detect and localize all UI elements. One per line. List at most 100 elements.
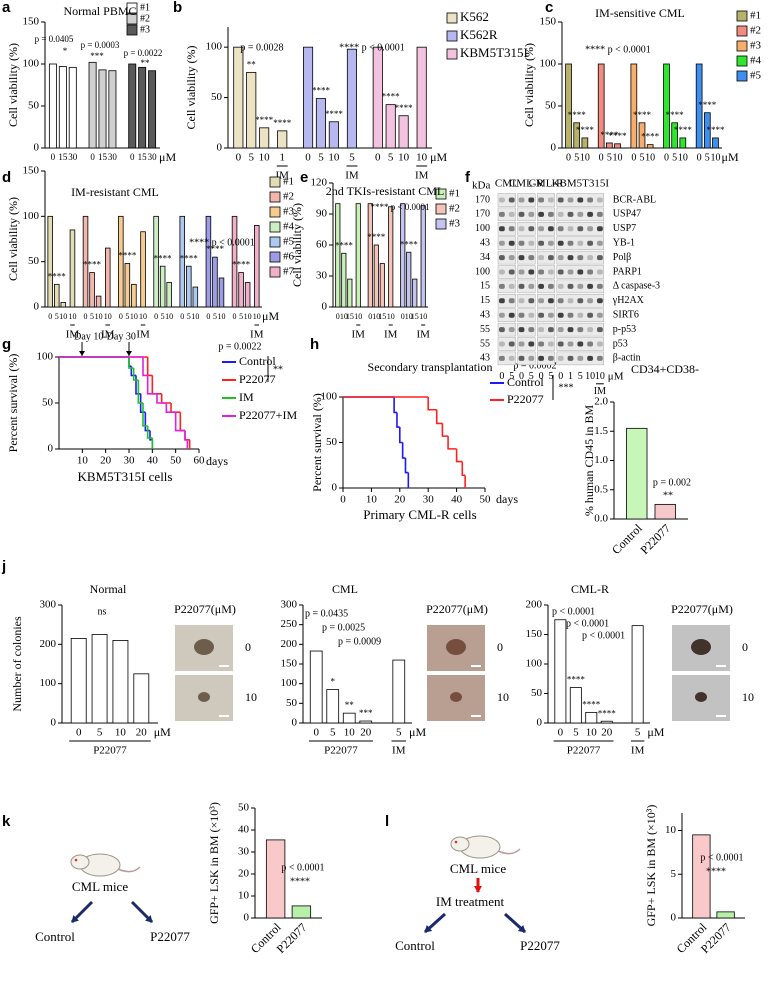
blot-band	[518, 255, 525, 261]
x-tick-label: 5	[635, 727, 641, 739]
blot-band	[587, 255, 593, 261]
blot-header: CML-R	[529, 178, 565, 190]
bar	[179, 215, 186, 308]
group-label: IM	[136, 329, 150, 341]
blot-band	[499, 255, 505, 261]
blot-panel	[497, 222, 516, 236]
x-tick-label: 10	[398, 152, 410, 164]
x-tick-label: 20	[100, 455, 112, 467]
unit-label: μM	[647, 725, 664, 739]
x-tick-label: 30	[68, 152, 78, 162]
y-tick-label: 100	[526, 658, 543, 670]
x-tick-label: 30	[148, 152, 158, 162]
significance: ****	[395, 103, 414, 113]
x-tick-label: 0	[51, 152, 56, 162]
x-tick-label: 5	[573, 727, 579, 739]
blot-band	[557, 211, 564, 217]
blot-band	[508, 240, 515, 246]
blot-band	[597, 312, 603, 318]
protein-label: PARP1	[613, 266, 642, 277]
bar	[692, 834, 711, 919]
blot-band	[538, 298, 544, 304]
annotation: **** p < 0.0001	[370, 202, 429, 212]
y-axis-label: % human CD45 in BM	[582, 405, 596, 517]
blot-band	[577, 197, 584, 203]
annotation: p = 0.0405	[35, 34, 74, 44]
bar	[400, 203, 406, 308]
bar	[346, 48, 357, 149]
blot-band	[597, 255, 603, 261]
bar	[231, 215, 238, 308]
micrograph-title: P22077(μM)	[174, 602, 236, 616]
bar	[654, 503, 676, 520]
x-tick-label: 10	[59, 312, 67, 321]
lane-label: 5	[509, 371, 514, 382]
blot-band	[597, 298, 603, 304]
x-tick-label: 15	[378, 312, 386, 321]
blot-band	[499, 269, 505, 275]
blot-band	[587, 327, 593, 333]
lane-label: 5	[529, 371, 534, 382]
blot-band	[518, 197, 525, 203]
protein-label: γH2AX	[612, 295, 645, 306]
x-tick-label: 5	[330, 727, 336, 739]
colony	[198, 692, 210, 702]
group-label: IM	[345, 170, 359, 182]
x-axis-label: KBM5T315I cells	[78, 469, 173, 484]
y-axis-label: Cell viability (%)	[522, 43, 536, 127]
bar	[153, 215, 159, 308]
y-tick-label: 100	[321, 391, 338, 403]
blot-panel	[537, 193, 556, 207]
bar	[159, 265, 166, 308]
unit-label: μM	[262, 309, 279, 323]
blot-band	[548, 341, 554, 347]
x-tick-label: 0	[130, 152, 135, 162]
y-axis-label: Cell viability (%)	[184, 46, 198, 130]
x-tick-label: 5	[187, 312, 191, 321]
blot-band	[508, 269, 515, 275]
protein-label: USP47	[613, 209, 641, 220]
kda-label: 43	[480, 309, 490, 320]
blot-band	[508, 298, 515, 304]
blot-band	[567, 298, 574, 304]
bar	[148, 70, 157, 149]
lane-label: 0	[499, 371, 504, 382]
panel-label: a	[2, 0, 11, 16]
blot-band	[577, 226, 584, 232]
bar	[646, 144, 654, 149]
blot-panel	[556, 351, 604, 366]
blot-band	[567, 327, 574, 333]
x-tick-label: 10	[678, 152, 688, 163]
blot-panel	[517, 265, 536, 279]
x-tick-label: 10	[165, 312, 173, 321]
blot-band	[587, 197, 593, 203]
legend-swatch	[736, 55, 748, 67]
blot-band	[528, 312, 535, 318]
survival-step	[146, 375, 157, 395]
survival-step	[396, 412, 400, 428]
group-label: IM	[416, 329, 430, 341]
blot-band	[587, 226, 593, 232]
y-tick-label: 50	[211, 91, 223, 103]
legend-swatch	[269, 251, 281, 263]
y-axis-label: GFP+ LSK in BM (×10³)	[644, 805, 658, 927]
blot-band	[587, 240, 593, 246]
blot-band	[597, 226, 603, 232]
x-tick-label: 30	[124, 455, 136, 467]
bar	[54, 283, 60, 308]
blot-band	[528, 283, 535, 289]
x-tick-label: 10	[328, 152, 340, 164]
bar	[716, 911, 735, 919]
y-axis-label: Percent survival (%)	[310, 393, 324, 492]
annotation: **** p < 0.0001	[585, 44, 651, 55]
x-tick-label: 10	[340, 312, 348, 321]
bar	[192, 286, 199, 308]
blot-band	[557, 226, 564, 232]
bar	[133, 673, 150, 724]
blot-panel	[517, 322, 536, 337]
bar	[373, 244, 379, 308]
x-tick-label: 10	[586, 727, 598, 739]
bar	[581, 137, 589, 149]
y-tick-label: 100	[281, 677, 298, 689]
chart-title: Normal PBMC	[63, 4, 136, 18]
